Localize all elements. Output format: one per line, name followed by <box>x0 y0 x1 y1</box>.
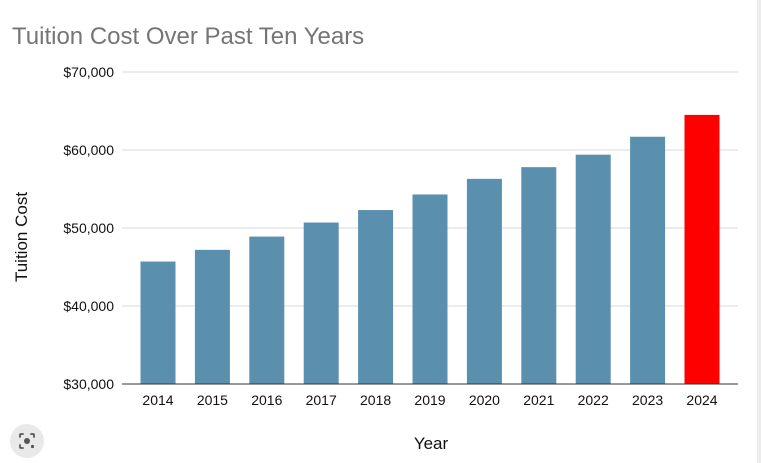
y-axis-label: Tuition Cost <box>12 192 31 282</box>
bar-2020 <box>466 178 502 384</box>
x-tick-label: 2015 <box>197 392 228 408</box>
bar-2017 <box>303 222 339 384</box>
lens-search-button[interactable] <box>10 424 44 458</box>
x-tick-label: 2019 <box>414 392 445 408</box>
bar-2022 <box>575 154 611 384</box>
camera-search-icon <box>19 433 35 449</box>
x-tick-label: 2016 <box>251 392 282 408</box>
x-axis-ticks: 2014 2015 2016 2017 2018 2019 2020 2021 2022 2023… <box>142 392 717 408</box>
bars <box>140 114 720 385</box>
y-tick-label: $50,000 <box>63 220 114 236</box>
bar-2018 <box>358 210 394 384</box>
x-tick-label: 2023 <box>632 392 663 408</box>
x-tick-label: 2014 <box>142 392 173 408</box>
y-axis-ticks: $30,000 $40,000 $50,000 $60,000 $70,000 <box>63 64 114 392</box>
bar-2024 <box>684 114 720 385</box>
x-tick-label: 2021 <box>523 392 554 408</box>
page-edge-strip <box>757 0 761 463</box>
x-tick-label: 2024 <box>686 392 717 408</box>
chart-title: Tuition Cost Over Past Ten Years <box>12 23 364 50</box>
bar-2019 <box>412 194 448 384</box>
x-tick-label: 2017 <box>306 392 337 408</box>
x-tick-label: 2018 <box>360 392 391 408</box>
y-tick-label: $30,000 <box>63 376 114 392</box>
bar-2016 <box>249 236 285 384</box>
y-tick-label: $70,000 <box>63 64 114 80</box>
x-axis-label: Year <box>414 434 449 453</box>
bar-2021 <box>521 167 557 384</box>
x-tick-label: 2020 <box>469 392 500 408</box>
x-tick-label: 2022 <box>578 392 609 408</box>
y-tick-label: $60,000 <box>63 142 114 158</box>
bar-2023 <box>630 136 666 384</box>
bar-2015 <box>194 249 230 384</box>
y-tick-label: $40,000 <box>63 298 114 314</box>
bar-2014 <box>140 261 176 384</box>
